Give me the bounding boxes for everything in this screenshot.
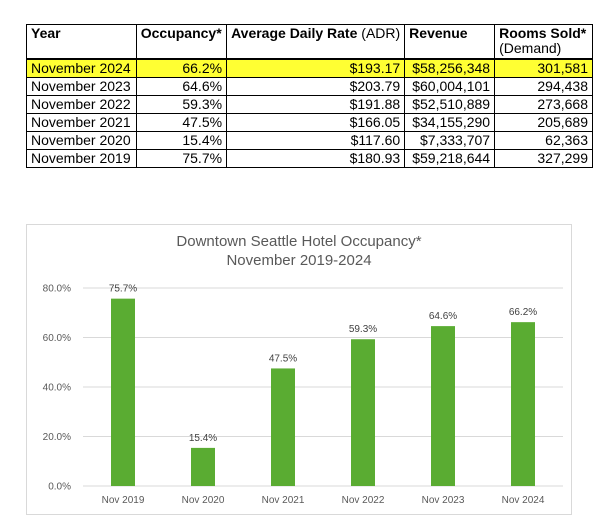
y-tick-label: 60.0%: [43, 333, 71, 344]
table-header-row: Year Occupancy* Average Daily Rate (ADR)…: [26, 24, 593, 60]
data-labels: 75.7% 15.4% 47.5% 59.3% 64.6% 66.2%: [109, 284, 537, 444]
chart-title: Downtown Seattle Hotel Occupancy*: [176, 233, 421, 250]
table-body: November 2024 66.2% $193.17 $58,256,348 301,…: [26, 58, 593, 168]
header-adr: Average Daily Rate (ADR): [226, 24, 406, 60]
cell-adr: $193.17: [226, 58, 406, 78]
cell-year: November 2021: [26, 113, 137, 132]
data-label: 59.3%: [349, 324, 377, 335]
cell-rooms-sold: 301,581: [494, 58, 593, 78]
cell-rooms-sold: 62,363: [494, 131, 593, 150]
cell-revenue: $7,333,707: [404, 131, 496, 150]
table-row: November 2021 47.5% $166.05 $34,155,290 205,…: [26, 113, 593, 132]
table-row: November 2023 64.6% $203.79 $60,004,101 294,…: [26, 77, 593, 96]
cell-occupancy: 59.3%: [135, 95, 228, 114]
bar: [511, 322, 535, 486]
cell-year: November 2020: [26, 131, 137, 150]
chart-subtitle: November 2019-2024: [226, 252, 371, 269]
cell-rooms-sold: 205,689: [494, 113, 593, 132]
cell-occupancy: 64.6%: [135, 77, 228, 96]
x-tick-label: Nov 2023: [422, 495, 465, 506]
x-tick-label: Nov 2022: [342, 495, 385, 506]
bar: [351, 339, 375, 486]
header-year: Year: [26, 24, 137, 60]
bar: [431, 326, 455, 486]
cell-adr: $180.93: [226, 149, 406, 168]
cell-revenue: $34,155,290: [404, 113, 496, 132]
cell-adr: $117.60: [226, 131, 406, 150]
cell-adr: $191.88: [226, 95, 406, 114]
bar: [191, 447, 215, 486]
cell-occupancy: 47.5%: [135, 113, 228, 132]
cell-rooms-sold: 273,668: [494, 95, 593, 114]
cell-occupancy: 15.4%: [135, 131, 228, 150]
data-label: 64.6%: [429, 311, 457, 322]
cell-adr: $166.05: [226, 113, 406, 132]
x-tick-label: Nov 2019: [102, 495, 145, 506]
cell-occupancy: 66.2%: [135, 58, 228, 78]
cell-year: November 2019: [26, 149, 137, 168]
hotel-data-table: Year Occupancy* Average Daily Rate (ADR)…: [26, 24, 593, 168]
cell-rooms-sold: 294,438: [494, 77, 593, 96]
cell-occupancy: 75.7%: [135, 149, 228, 168]
data-label: 75.7%: [109, 284, 137, 295]
y-axis-ticks: 0.0% 20.0% 40.0% 60.0% 80.0%: [43, 284, 71, 493]
data-label: 47.5%: [269, 353, 297, 364]
cell-year: November 2023: [26, 77, 137, 96]
table-row: November 2019 75.7% $180.93 $59,218,644 327,…: [26, 149, 593, 168]
chart-canvas: Downtown Seattle Hotel Occupancy* Novemb…: [43, 233, 563, 506]
y-tick-label: 20.0%: [43, 432, 71, 443]
bar: [111, 298, 135, 486]
header-rooms-sold: Rooms Sold* (Demand): [494, 24, 593, 60]
table-row: November 2024 66.2% $193.17 $58,256,348 301,…: [26, 58, 593, 78]
y-tick-label: 0.0%: [48, 482, 71, 493]
table-row: November 2020 15.4% $117.60 $7,333,707 62,36…: [26, 131, 593, 150]
grid-lines: [83, 287, 563, 487]
header-occupancy: Occupancy*: [135, 24, 228, 60]
cell-revenue: $59,218,644: [404, 149, 496, 168]
x-tick-label: Nov 2020: [182, 495, 225, 506]
cell-revenue: $60,004,101: [404, 77, 496, 96]
bars: [111, 298, 535, 486]
cell-adr: $203.79: [226, 77, 406, 96]
occupancy-chart: Downtown Seattle Hotel Occupancy* Novemb…: [26, 224, 572, 515]
header-revenue: Revenue: [404, 24, 496, 60]
x-axis-ticks: Nov 2019 Nov 2020 Nov 2021 Nov 2022 Nov 2023…: [102, 495, 545, 506]
x-tick-label: Nov 2021: [262, 495, 305, 506]
data-label: 15.4%: [189, 433, 217, 444]
cell-revenue: $58,256,348: [404, 58, 496, 78]
data-label: 66.2%: [509, 307, 537, 318]
y-tick-label: 40.0%: [43, 383, 71, 394]
cell-year: November 2024: [26, 58, 137, 78]
x-tick-label: Nov 2024: [502, 495, 545, 506]
cell-revenue: $52,510,889: [404, 95, 496, 114]
y-tick-label: 80.0%: [43, 284, 71, 295]
cell-rooms-sold: 327,299: [494, 149, 593, 168]
bar: [271, 368, 295, 486]
cell-year: November 2022: [26, 95, 137, 114]
table-row: November 2022 59.3% $191.88 $52,510,889 273,…: [26, 95, 593, 114]
